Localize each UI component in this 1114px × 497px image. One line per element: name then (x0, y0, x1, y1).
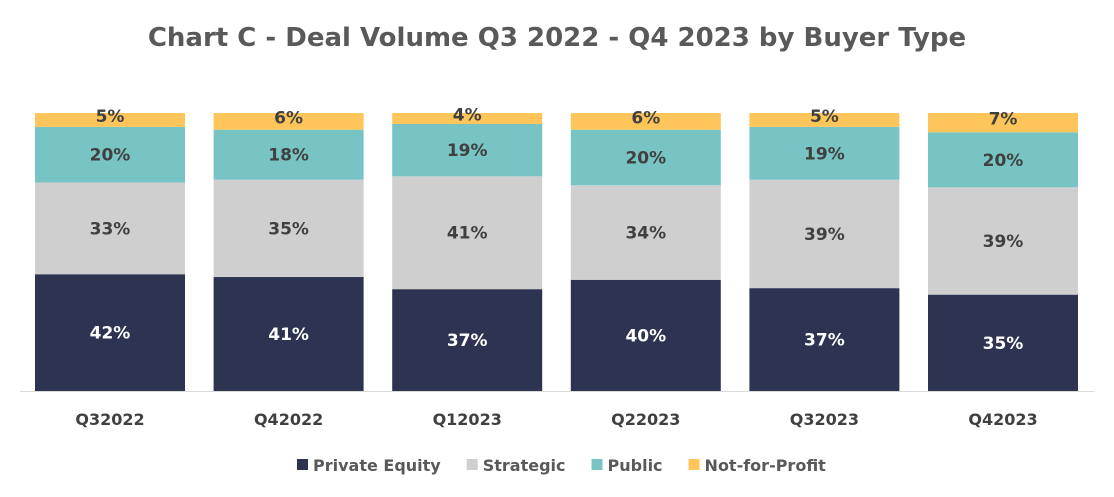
bars: 42% 33% 20% 5% 41% 35% 18% 6% 37% 41% 19% 4% 40% 34% 2… (35, 106, 1078, 391)
data-label: 5% (810, 107, 839, 127)
data-label: 7% (989, 110, 1018, 130)
bar-segment-strategic-Q22023 (570, 185, 721, 280)
legend-label: Not-for-Profit (705, 456, 827, 475)
legend-swatch (688, 459, 700, 470)
bar-segment-private-equity-Q42022 (213, 277, 364, 391)
bar-segment-public-Q42023 (928, 132, 1078, 188)
bar-segment-public-Q22023 (570, 129, 721, 186)
data-label: 39% (983, 232, 1024, 252)
bar-segment-public-Q42022 (213, 129, 364, 180)
data-label: 5% (96, 107, 125, 127)
bar-segment-not-for-profit-Q22023 (570, 113, 721, 130)
x-tick-label: Q42023 (968, 410, 1037, 429)
data-label: 33% (90, 219, 131, 239)
data-label: 35% (268, 219, 309, 239)
data-label: 20% (983, 151, 1024, 171)
data-label: 41% (268, 325, 309, 345)
x-tick-label: Q32023 (790, 410, 859, 429)
x-tick-label: Q42022 (254, 410, 323, 429)
bar-segment-not-for-profit-Q32023 (749, 113, 900, 127)
x-axis-ticks: Q32022 Q42022 Q12023 Q22023 Q32023 Q42023 (75, 410, 1037, 429)
data-label: 20% (90, 146, 131, 166)
data-label: 34% (625, 224, 666, 244)
legend-swatch (297, 459, 308, 470)
data-label: 4% (453, 106, 482, 126)
bar-segment-private-equity-Q32023 (749, 288, 900, 391)
bar-segment-public-Q12023 (392, 124, 543, 177)
bar-segment-strategic-Q32022 (35, 182, 185, 275)
data-label: 39% (804, 225, 845, 245)
bar-segment-not-for-profit-Q42023 (928, 113, 1078, 133)
legend-label: Private Equity (313, 456, 441, 475)
data-label: 42% (90, 324, 131, 344)
x-tick-label: Q12023 (433, 410, 502, 429)
chart-title: Chart C - Deal Volume Q3 2022 - Q4 2023 … (148, 23, 966, 53)
bar-segment-private-equity-Q32022 (35, 274, 185, 391)
data-label: 18% (268, 146, 309, 166)
bar-segment-not-for-profit-Q42022 (213, 113, 364, 130)
bar-segment-not-for-profit-Q32022 (35, 113, 185, 127)
legend-swatch (591, 459, 603, 470)
legend: Private Equity Strategic Public Not-for-Pro… (297, 456, 826, 475)
bar-segment-not-for-profit-Q12023 (392, 113, 543, 125)
bar-segment-strategic-Q42022 (213, 179, 364, 278)
legend-label: Strategic (483, 456, 566, 475)
x-tick-label: Q22023 (611, 410, 680, 429)
bar-segment-public-Q32022 (35, 126, 185, 183)
data-label: 6% (274, 108, 303, 128)
bar-segment-public-Q32023 (749, 126, 900, 180)
legend-label: Public (608, 456, 663, 475)
data-label: 6% (631, 108, 660, 128)
bar-segment-strategic-Q12023 (392, 176, 543, 290)
data-label: 37% (804, 331, 845, 351)
data-label: 35% (983, 334, 1024, 354)
bar-segment-strategic-Q32023 (749, 179, 900, 289)
data-label: 41% (447, 224, 488, 244)
x-tick-label: Q32022 (75, 410, 144, 429)
bar-segment-private-equity-Q42023 (928, 294, 1078, 391)
bar-segment-private-equity-Q12023 (392, 289, 543, 391)
bar-segment-private-equity-Q22023 (570, 279, 721, 391)
data-label: 40% (625, 326, 666, 346)
legend-swatch (466, 459, 478, 470)
bar-segment-strategic-Q42023 (928, 187, 1078, 295)
data-label: 19% (447, 141, 488, 161)
data-label: 20% (625, 148, 666, 168)
data-label: 19% (804, 144, 845, 164)
data-label: 37% (447, 331, 488, 351)
